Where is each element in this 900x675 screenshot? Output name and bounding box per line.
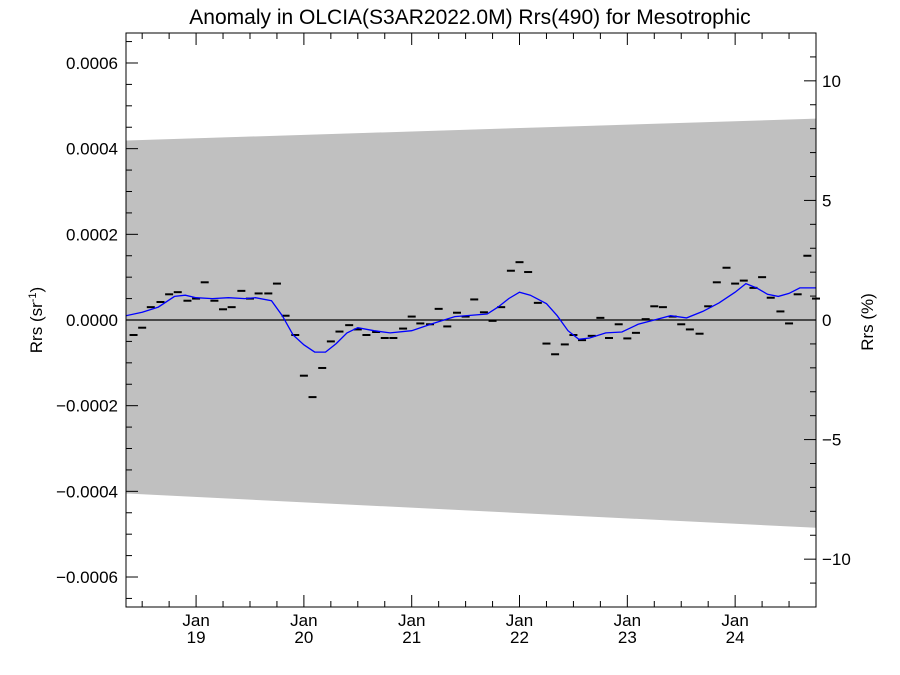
y-left-tick-label: −0.0006 [56, 568, 118, 587]
y-axis-right-label: Rrs (%) [858, 293, 877, 351]
y-left-tick-label: 0.0002 [66, 225, 118, 244]
y-left-tick-label: −0.0002 [56, 397, 118, 416]
x-tick-label-month: Jan [506, 611, 533, 630]
y-right-tick-label: 10 [822, 72, 841, 91]
x-tick-label-month: Jan [614, 611, 641, 630]
x-tick-label-month: Jan [182, 611, 209, 630]
y-axis-left-label: Rrs (sr-1) [27, 287, 46, 353]
x-tick-label-month: Jan [398, 611, 425, 630]
x-tick-label-month: Jan [721, 611, 748, 630]
y-right-tick-label: −10 [822, 550, 851, 569]
x-tick-label-year: 21 [402, 628, 421, 647]
y-axis-left-label-superscript: -1 [27, 292, 39, 302]
x-tick-label-year: 23 [618, 628, 637, 647]
y-axis-left-label-main: Rrs (sr [27, 302, 46, 353]
labels-layer: Anomaly in OLCIA(S3AR2022.0M) Rrs(490) f… [27, 6, 877, 353]
series-layer [125, 254, 820, 399]
uncertainty-band [126, 118, 816, 528]
y-left-tick-label: 0.0004 [66, 140, 118, 159]
x-tick-label-year: 20 [294, 628, 313, 647]
y-right-tick-label: −5 [822, 431, 841, 450]
y-left-tick-label: 0.0000 [66, 311, 118, 330]
x-tick-label-year: 24 [726, 628, 745, 647]
ticks-layer: 0.0006 0.0004 0.0002 0.0000 −0.0002 −0.0004 −0… [56, 33, 851, 647]
x-tick-label-year: 22 [510, 628, 529, 647]
x-tick-label-month: Jan [290, 611, 317, 630]
uncertainty-band-layer [126, 118, 816, 528]
smoothed-anomaly-line [125, 282, 816, 353]
y-axis-left-label-close: ) [27, 287, 46, 293]
y-right-tick-label: 0 [822, 311, 831, 330]
chart-title: Anomaly in OLCIA(S3AR2022.0M) Rrs(490) f… [189, 6, 750, 29]
y-left-tick-label: 0.0006 [66, 54, 118, 73]
y-left-tick-label: −0.0004 [56, 482, 118, 501]
x-tick-label-year: 19 [187, 628, 206, 647]
y-right-tick-label: 5 [822, 191, 831, 210]
